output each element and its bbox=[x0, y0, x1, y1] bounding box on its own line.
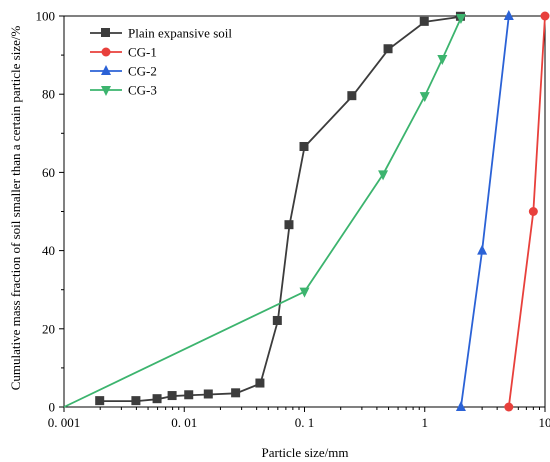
x-tick-label: 10 bbox=[539, 415, 550, 430]
data-point bbox=[528, 207, 538, 216]
legend-marker bbox=[101, 86, 111, 96]
x-tick-label: 1 bbox=[422, 415, 429, 430]
series-2 bbox=[504, 11, 550, 412]
legend-marker bbox=[101, 65, 111, 75]
legend-label: CG-2 bbox=[128, 64, 157, 79]
data-point bbox=[152, 394, 162, 404]
data-point bbox=[477, 244, 488, 255]
y-tick-label: 0 bbox=[49, 400, 56, 415]
y-tick-label: 80 bbox=[42, 87, 55, 102]
data-point bbox=[95, 396, 105, 406]
data-point bbox=[503, 10, 514, 20]
data-point bbox=[455, 13, 466, 24]
data-point bbox=[184, 390, 194, 400]
series-1 bbox=[95, 11, 465, 406]
legend-entry: CG-3 bbox=[90, 83, 157, 98]
plot-area bbox=[63, 10, 550, 412]
data-point bbox=[299, 287, 310, 298]
data-point bbox=[540, 11, 550, 21]
series-4 bbox=[63, 13, 466, 408]
legend-label: CG-1 bbox=[128, 45, 157, 60]
y-tick-label: 20 bbox=[42, 321, 55, 336]
series-line bbox=[460, 15, 510, 408]
y-tick-label: 100 bbox=[36, 9, 56, 24]
data-point bbox=[131, 396, 141, 406]
legend-entry: CG-2 bbox=[90, 64, 157, 79]
legend-entry: CG-1 bbox=[90, 45, 157, 60]
x-axis-label: Particle size/mm bbox=[261, 445, 348, 460]
legend-marker bbox=[101, 47, 111, 57]
data-point bbox=[347, 91, 357, 101]
y-tick-label: 60 bbox=[42, 165, 55, 180]
data-point bbox=[299, 141, 309, 151]
series-line bbox=[507, 15, 546, 408]
data-point bbox=[419, 92, 430, 103]
legend-entry: Plain expansive soil bbox=[90, 26, 232, 41]
data-point bbox=[272, 315, 282, 325]
series-3 bbox=[455, 10, 514, 411]
data-point bbox=[419, 16, 429, 26]
legend-marker bbox=[101, 28, 110, 37]
legend-label: CG-3 bbox=[128, 83, 157, 98]
x-tick-label: 0. 01 bbox=[171, 415, 197, 430]
data-point bbox=[284, 220, 294, 230]
data-point bbox=[255, 378, 265, 388]
data-point bbox=[455, 401, 466, 411]
data-point bbox=[383, 44, 393, 54]
data-point bbox=[167, 391, 177, 401]
data-point bbox=[437, 55, 448, 66]
data-point bbox=[231, 388, 241, 398]
legend-label: Plain expansive soil bbox=[128, 26, 232, 41]
data-point bbox=[378, 170, 389, 181]
series-line bbox=[63, 17, 462, 408]
x-tick-label: 0. 1 bbox=[295, 415, 315, 430]
data-point bbox=[203, 389, 213, 399]
x-tick-label: 0. 001 bbox=[48, 415, 81, 430]
legend: Plain expansive soil CG-1 CG-2 CG-3 bbox=[90, 26, 232, 98]
y-axis-label: Cumulative mass fraction of soil smaller… bbox=[8, 26, 23, 391]
y-tick-label: 40 bbox=[42, 243, 55, 258]
data-point bbox=[504, 402, 514, 412]
